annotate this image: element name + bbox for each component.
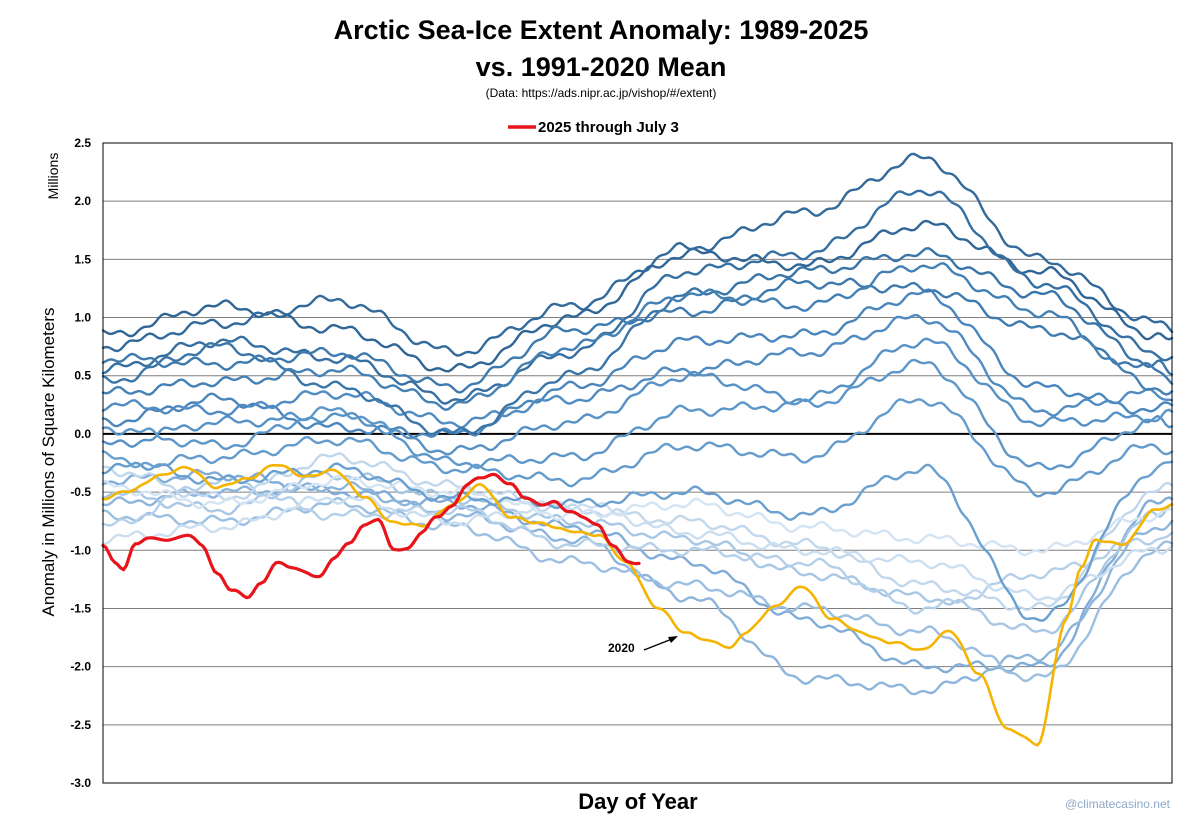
series-line-mid-6 <box>101 288 1174 439</box>
series-line-mid-11 <box>101 450 1174 622</box>
credit-label: @climatecasino.net <box>1065 797 1171 811</box>
series-line-light-14 <box>101 496 1174 683</box>
y-tick-label: -0.5 <box>70 485 91 499</box>
y-tick-label: -1.0 <box>70 543 91 557</box>
series-line-dark-4 <box>101 277 1174 394</box>
y-tick-label: -3.0 <box>70 776 91 790</box>
x-axis-title: Day of Year <box>578 789 698 814</box>
y-tick-label: 2.0 <box>74 194 91 208</box>
annotation-arrow-shaft <box>643 638 673 651</box>
series-line-mid-9 <box>101 358 1174 471</box>
y-tick-label: 0.5 <box>74 369 91 383</box>
y-units-label: Millions <box>45 153 61 200</box>
legend-label-2025: 2025 through July 3 <box>538 119 679 136</box>
series-line-dark-5 <box>101 262 1174 411</box>
series-line-light-15 <box>101 471 1174 635</box>
chart-title-line-2: vs. 1991-2020 Mean <box>476 52 727 82</box>
chart-title-line-1: Arctic Sea-Ice Extent Anomaly: 1989-2025 <box>334 15 869 45</box>
y-tick-label: -1.5 <box>70 601 91 615</box>
series-line-mid-8 <box>101 337 1174 456</box>
series-line-mid-7 <box>101 314 1174 429</box>
chart-subtitle: (Data: https://ads.nipr.ac.jp/vishop/#/e… <box>486 86 717 100</box>
legend: 2025 through July 3 <box>508 119 679 136</box>
series-line-2025-through-july-3 <box>101 472 641 600</box>
series-line-dark-2 <box>101 189 1174 405</box>
y-tick-label: 1.5 <box>74 252 91 266</box>
plot-area-border <box>102 142 1173 784</box>
series-line-dark-3 <box>101 247 1174 436</box>
y-tick-label: -2.5 <box>70 718 91 732</box>
annotation-arrow-head <box>668 636 678 643</box>
series-line-light-18 <box>101 495 1174 601</box>
y-tick-label: 0.0 <box>74 427 91 441</box>
y-tick-label: 2.5 <box>74 136 91 150</box>
annotation-2020-label: 2020 <box>608 641 635 655</box>
series-line-light-16 <box>101 474 1174 615</box>
series-line-dark-0 <box>101 219 1174 373</box>
annotation-2020: 2020 <box>608 636 678 655</box>
plot-frame <box>102 142 1173 784</box>
series-line-2020 <box>101 464 1174 747</box>
y-axis-ticks: 2.5 2.0 1.5 1.0 0.5 0.0 -0.5 -1.0 -1.5 -2.0 -2.5 -3… <box>70 136 91 790</box>
series-lines <box>101 152 1174 696</box>
y-tick-label: 1.0 <box>74 311 91 325</box>
y-tick-label: -2.0 <box>70 660 91 674</box>
series-line-dark-1 <box>101 152 1174 357</box>
y-axis-title: Anomaly in Millions of Square Kilometers <box>39 308 58 617</box>
series-line-light-19 <box>101 474 1174 557</box>
highlight-lines <box>101 464 1174 747</box>
series-line-mid-10 <box>101 398 1174 498</box>
